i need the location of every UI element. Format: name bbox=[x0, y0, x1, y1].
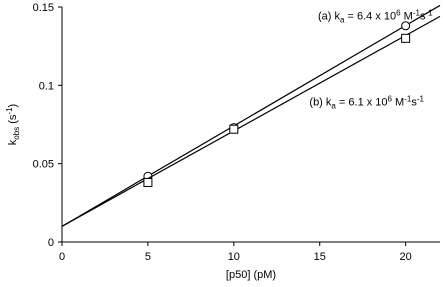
text-segment: 6 bbox=[388, 95, 393, 104]
text-segment: M bbox=[392, 97, 404, 109]
text-segment: ) bbox=[7, 104, 19, 108]
marker bbox=[401, 33, 411, 43]
text-segment: -1 bbox=[404, 95, 412, 104]
text-segment: = 6.1 x 10 bbox=[336, 97, 388, 109]
text-segment: k bbox=[7, 139, 19, 145]
text-segment: (a) k bbox=[318, 11, 341, 23]
text-segment: -1 bbox=[413, 9, 421, 18]
text-segment: M bbox=[401, 11, 413, 23]
y-tick-label: 0.05 bbox=[33, 159, 54, 171]
x-tick-label: 15 bbox=[314, 251, 326, 263]
x-tick-label: 5 bbox=[145, 251, 151, 263]
x-tick-label: 10 bbox=[228, 251, 240, 263]
text-segment: s bbox=[420, 11, 426, 23]
annotation: (b) ka = 6.1 x 106 M-1s-1 bbox=[309, 95, 424, 111]
text-segment: s bbox=[411, 97, 417, 109]
x-tick-label: 0 bbox=[59, 251, 65, 263]
fit-line bbox=[61, 15, 441, 227]
text-segment: a bbox=[340, 16, 345, 25]
fit-line bbox=[61, 4, 441, 227]
text-segment: -1 bbox=[425, 9, 433, 18]
text-segment: 6 bbox=[396, 9, 401, 18]
text-segment: (s bbox=[7, 114, 19, 127]
y-axis-label: kobs (s-1) bbox=[5, 104, 21, 145]
text-segment: a bbox=[331, 102, 336, 111]
marker bbox=[143, 177, 153, 187]
y-tick-label: 0 bbox=[48, 237, 54, 249]
text-segment: -1 bbox=[417, 95, 425, 104]
x-tick-label: 20 bbox=[400, 251, 412, 263]
marker bbox=[401, 21, 411, 31]
annotation: (a) ka = 6.4 x 106 M-1s-1 bbox=[318, 9, 433, 25]
text-segment: = 6.4 x 10 bbox=[344, 11, 396, 23]
y-tick-label: 0.15 bbox=[33, 2, 54, 14]
text-segment: (b) k bbox=[309, 97, 332, 109]
y-tick-label: 0.1 bbox=[39, 80, 54, 92]
x-axis-label: [p50] (pM) bbox=[226, 269, 276, 281]
text-segment: obs bbox=[12, 127, 21, 140]
text-segment: -1 bbox=[5, 107, 14, 115]
marker bbox=[229, 124, 239, 134]
